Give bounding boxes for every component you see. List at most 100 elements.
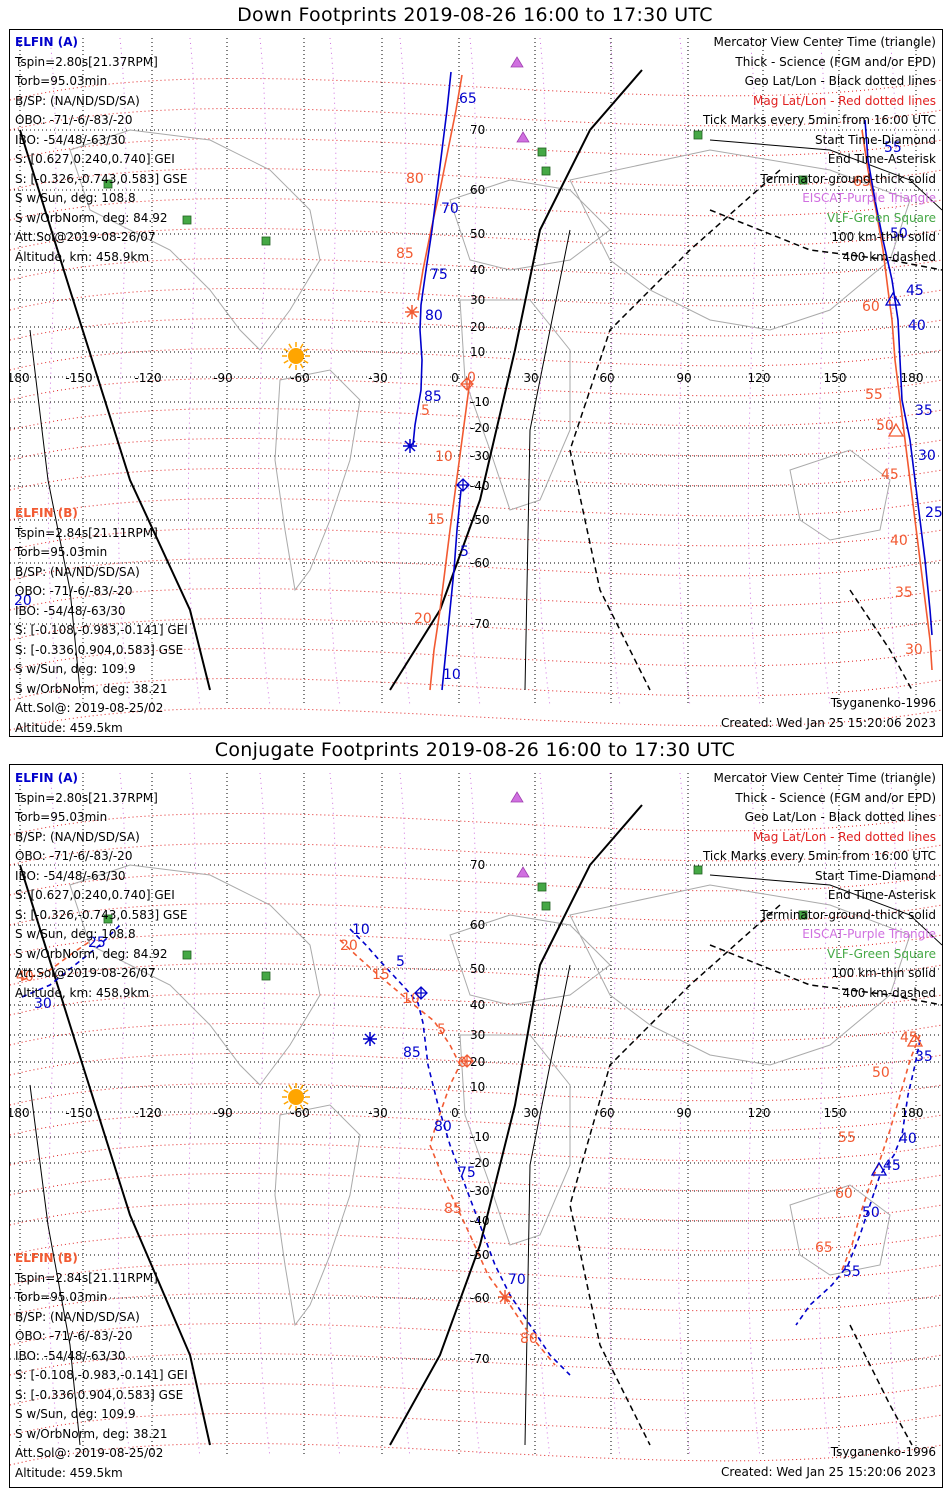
lon-tick-label: 60: [599, 1106, 614, 1120]
terminator-400km: [849, 1324, 913, 1446]
mag-lat-line: [10, 813, 942, 836]
mag-lon-line: [677, 772, 691, 1458]
info-line: OBO: -71/-6/-83/-20: [15, 113, 133, 127]
mag-lon-line: [117, 772, 131, 1458]
lat-tick-label: 30: [470, 1028, 485, 1042]
terminator-400km: [569, 904, 781, 1446]
mag-lat-line: [10, 78, 942, 101]
eiscat-triangle: [510, 56, 524, 68]
elfin-b-tick-label: 5: [421, 403, 430, 419]
mag-lat-line: [10, 498, 942, 521]
mag-lat-line: [10, 168, 942, 191]
mag-lat-line: [10, 348, 942, 371]
legend-item: Geo Lat/Lon - Black dotted lines: [744, 74, 936, 88]
vlf-square: [261, 236, 271, 246]
sun-ray: [283, 1100, 289, 1105]
mag-lat-line: [10, 1413, 942, 1436]
elfin-a-tick-label: 35: [915, 1049, 933, 1065]
terminator-ground: [389, 804, 643, 1446]
lon-tick-label: 0: [451, 1106, 459, 1120]
lon-tick-label: -30: [368, 371, 388, 385]
info-line: S w/Sun, deg: 108.8: [15, 191, 136, 205]
mag-lat-line: [10, 1443, 942, 1466]
sun-ray: [299, 343, 304, 349]
down-footprints-panel: 65 70 75 80 85 5 10 20 55 50 45 40 35 30 25 80 85 0 5 10 15 2…: [9, 29, 943, 737]
legend-item: 100 km-thin solid: [831, 966, 936, 980]
mag-lat-line: [10, 1293, 942, 1316]
mag-lon-line: [327, 772, 341, 1458]
info-line: Altitude: 459.5km: [15, 1465, 123, 1480]
mag-lat-line: [10, 378, 942, 401]
mag-lat-line: [10, 108, 942, 131]
lon-tick-label: 180: [901, 1106, 924, 1120]
elfin-b-tick-label: 10: [435, 449, 453, 465]
lon-tick-label: -180: [10, 371, 30, 385]
sun-ray: [288, 363, 293, 369]
mag-lon-line: [187, 772, 201, 1458]
continent-outline: [274, 1104, 361, 1327]
map-canvas: 1058580757025303540455055201510508580404…: [10, 772, 942, 1466]
elfin-b-tick-label: 85: [444, 1201, 462, 1217]
mag-lat-line: [10, 1023, 942, 1046]
sun-ray: [303, 359, 309, 364]
center-time-triangle: [884, 291, 902, 306]
info-line: B/SP: (NA/ND/SD/SA): [15, 564, 140, 579]
elfin-a-tick-label: 10: [352, 922, 370, 938]
sun-ray: [283, 1089, 289, 1094]
lat-tick-label: 70: [470, 123, 485, 137]
elfin-a-tick-label: 55: [884, 140, 902, 156]
elfin-b-tick-label: 55: [838, 1130, 856, 1146]
sun-ray: [283, 348, 289, 353]
terminator-400km: [569, 169, 781, 691]
elfin-b-tick-label: 45: [881, 467, 899, 483]
info-line: Tspin=2.80s[21.37RPM]: [15, 790, 158, 805]
model-label: Tsyganenko-1996: [830, 696, 936, 710]
legend-item: Start Time-Diamond: [814, 132, 936, 147]
mag-lat-line: [10, 1143, 942, 1166]
elfin-b-tick-label: 85: [396, 246, 414, 262]
mag-lat-line: [10, 963, 942, 986]
elfin-b-tick-label: 40: [16, 969, 34, 985]
elfin-b-track: [429, 379, 471, 691]
lat-tick-label: -60: [470, 1291, 490, 1305]
legend-item: 100 km-thin solid: [831, 230, 936, 244]
info-line: Att.Sol@2019-08-26/07: [15, 230, 156, 244]
legend-item: VLF-Green Square: [827, 946, 936, 961]
legend-item: Thick - Science (FGM and/or EPD): [735, 54, 936, 69]
mag-lon-line: [537, 772, 551, 1458]
elfin-b-tick-label: 30: [905, 642, 923, 658]
mag-lon-line: [397, 772, 411, 1458]
elfin-b-tick-label: 45: [900, 1030, 918, 1046]
eiscat-triangle: [516, 131, 530, 143]
legend-item: EISCAT-Purple Triangle: [802, 191, 936, 205]
legend-item: Mag Lat/Lon - Red dotted lines: [752, 93, 936, 108]
center-time-triangle: [887, 422, 905, 437]
elfin-a-header: ELFIN (A): [15, 771, 78, 785]
legend-item: 400 km-dashed: [842, 985, 936, 1000]
vlf-square: [541, 166, 551, 176]
elfin-a-info: ELFIN (A) Tspin=2.80s[21.37RPM] Torb=95.…: [15, 33, 188, 267]
terminator-400km: [849, 589, 913, 691]
mag-lat-line: [10, 993, 942, 1016]
info-line: OBO: -71/-6/-83/-20: [15, 1329, 133, 1343]
elfin-b-tick-label: 80: [406, 171, 424, 187]
start-time-diamond: [456, 478, 470, 492]
mag-lat-line: [10, 138, 942, 161]
mag-lon-line: [257, 772, 271, 1458]
lon-tick-label: 0: [451, 371, 459, 385]
elfin-b-track: [861, 129, 933, 671]
info-line: B/SP: (NA/ND/SD/SA): [15, 93, 140, 108]
mag-lat-line: [10, 1353, 942, 1376]
mag-lat-line: [10, 408, 942, 431]
elfin-a-tick-label: 75: [458, 1165, 476, 1181]
mag-lat-line: [10, 468, 942, 491]
mag-lat-line: [10, 288, 942, 311]
mag-lat-line: [10, 1323, 942, 1346]
vlf-square: [103, 914, 113, 924]
info-line: OBO: -71/-6/-83/-20: [15, 849, 133, 863]
lon-tick-label: 120: [748, 371, 771, 385]
info-line: IBO: -54/48/-63/30: [15, 132, 126, 147]
mag-lon-line: [537, 37, 551, 707]
elfin-b-tick-label: 40: [890, 533, 908, 549]
vlf-square: [103, 179, 113, 189]
